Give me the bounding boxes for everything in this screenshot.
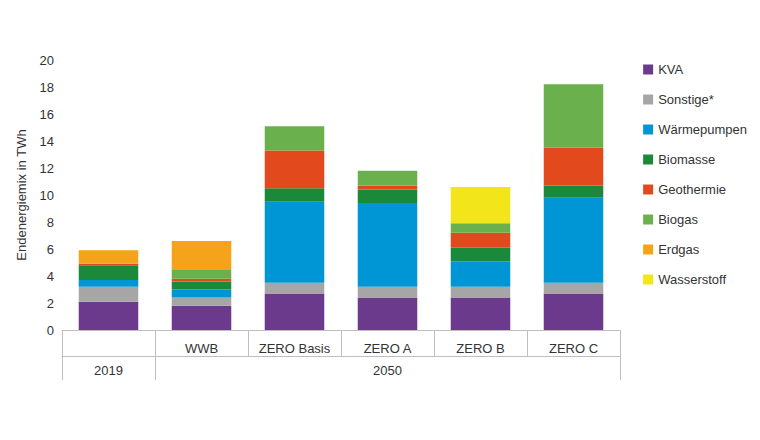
svg-text:ZERO Basis: ZERO Basis: [259, 341, 331, 356]
svg-text:Endenergiemix in TWh: Endenergiemix in TWh: [14, 129, 29, 260]
svg-text:0: 0: [47, 323, 54, 338]
svg-text:Sonstige*: Sonstige*: [658, 92, 714, 107]
svg-text:6: 6: [47, 242, 54, 257]
svg-text:Geothermie: Geothermie: [658, 182, 726, 197]
svg-text:Erdgas: Erdgas: [658, 242, 700, 257]
svg-text:8: 8: [47, 215, 54, 230]
svg-text:20: 20: [40, 53, 54, 68]
svg-text:2: 2: [47, 296, 54, 311]
svg-text:18: 18: [40, 80, 54, 95]
svg-text:KVA: KVA: [658, 62, 683, 77]
svg-text:12: 12: [40, 161, 54, 176]
svg-text:ZERO C: ZERO C: [549, 341, 598, 356]
svg-text:ZERO A: ZERO A: [364, 341, 412, 356]
svg-text:16: 16: [40, 107, 54, 122]
svg-text:Wärmepumpen: Wärmepumpen: [658, 122, 747, 137]
svg-text:2050: 2050: [373, 363, 402, 378]
svg-text:Biomasse: Biomasse: [658, 152, 715, 167]
svg-text:14: 14: [40, 134, 54, 149]
svg-text:ZERO B: ZERO B: [456, 341, 504, 356]
svg-text:Biogas: Biogas: [658, 212, 698, 227]
svg-text:4: 4: [47, 269, 54, 284]
svg-text:WWB: WWB: [185, 341, 218, 356]
svg-text:10: 10: [40, 188, 54, 203]
svg-text:Wasserstoff: Wasserstoff: [658, 272, 726, 287]
svg-text:2019: 2019: [94, 363, 123, 378]
